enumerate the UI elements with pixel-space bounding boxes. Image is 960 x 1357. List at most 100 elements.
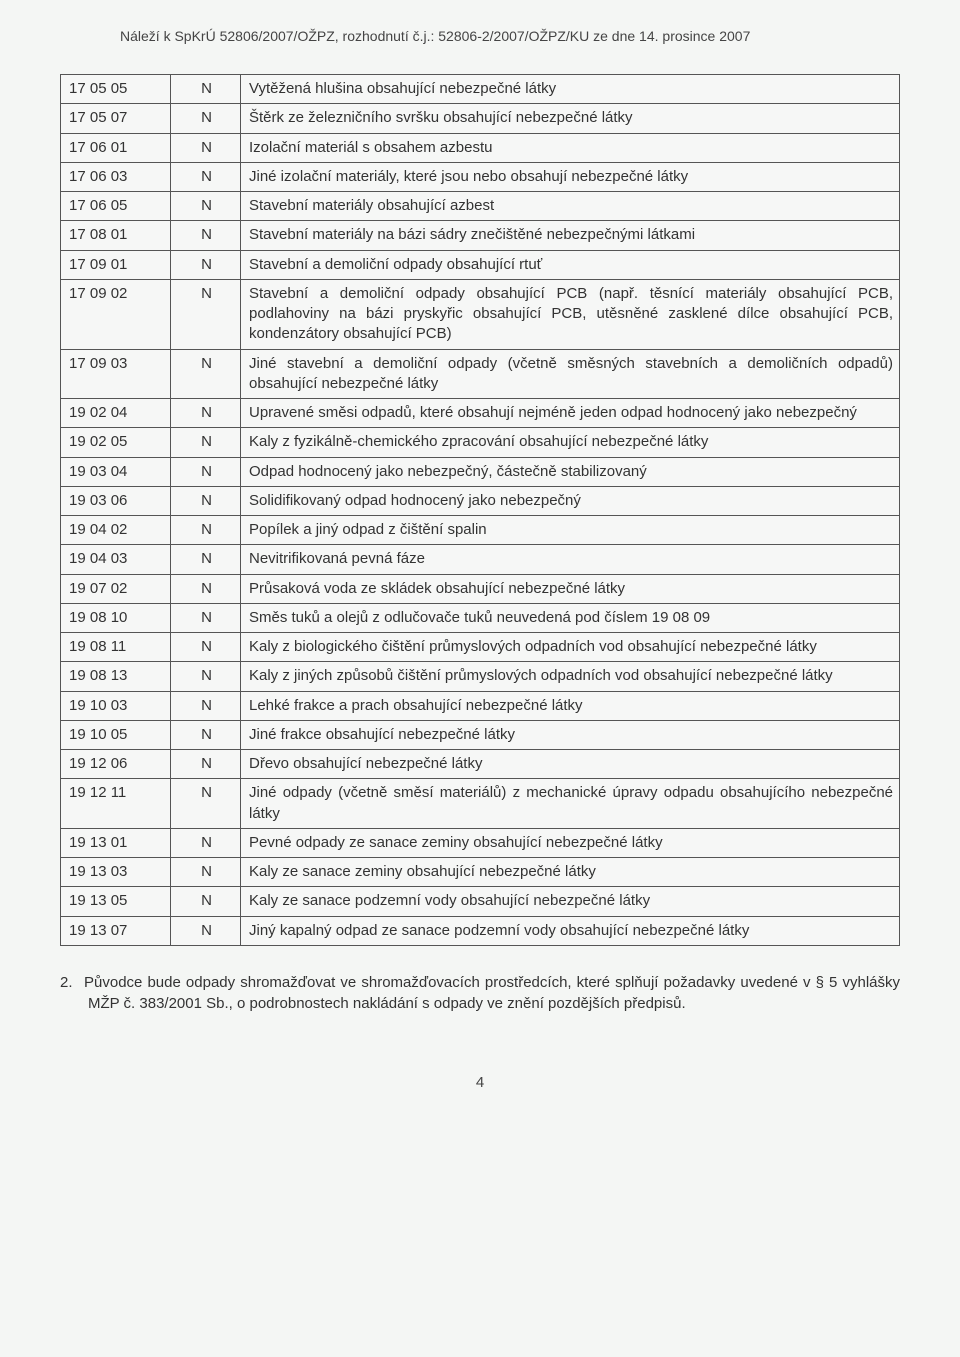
hazard-flag: N — [171, 133, 241, 162]
table-row: 17 09 01NStavební a demoliční odpady obs… — [61, 250, 900, 279]
waste-description: Jiné izolační materiály, které jsou nebo… — [241, 162, 900, 191]
waste-description: Kaly z jiných způsobů čištění průmyslový… — [241, 662, 900, 691]
hazard-flag: N — [171, 691, 241, 720]
table-row: 19 10 03NLehké frakce a prach obsahující… — [61, 691, 900, 720]
table-row: 17 05 07NŠtěrk ze železničního svršku ob… — [61, 104, 900, 133]
table-row: 19 08 11NKaly z biologického čištění prů… — [61, 633, 900, 662]
waste-description: Jiné stavební a demoliční odpady (včetně… — [241, 349, 900, 399]
table-row: 17 06 03NJiné izolační materiály, které … — [61, 162, 900, 191]
waste-description: Pevné odpady ze sanace zeminy obsahující… — [241, 828, 900, 857]
waste-description: Štěrk ze železničního svršku obsahující … — [241, 104, 900, 133]
waste-code: 17 08 01 — [61, 221, 171, 250]
hazard-flag: N — [171, 428, 241, 457]
waste-code: 19 13 05 — [61, 887, 171, 916]
waste-description: Solidifikovaný odpad hodnocený jako nebe… — [241, 486, 900, 515]
hazard-flag: N — [171, 545, 241, 574]
hazard-flag: N — [171, 399, 241, 428]
waste-code: 19 10 03 — [61, 691, 171, 720]
table-row: 19 12 11NJiné odpady (včetně směsí mater… — [61, 779, 900, 829]
hazard-flag: N — [171, 916, 241, 945]
waste-description: Nevitrifikovaná pevná fáze — [241, 545, 900, 574]
waste-description: Lehké frakce a prach obsahující nebezpeč… — [241, 691, 900, 720]
waste-description: Směs tuků a olejů z odlučovače tuků neuv… — [241, 603, 900, 632]
waste-code: 19 13 03 — [61, 858, 171, 887]
waste-code: 17 09 03 — [61, 349, 171, 399]
waste-code: 19 08 13 — [61, 662, 171, 691]
hazard-flag: N — [171, 603, 241, 632]
hazard-flag: N — [171, 250, 241, 279]
waste-code: 19 13 01 — [61, 828, 171, 857]
waste-description: Stavební a demoliční odpady obsahující r… — [241, 250, 900, 279]
table-row: 19 13 05NKaly ze sanace podzemní vody ob… — [61, 887, 900, 916]
waste-code: 17 06 01 — [61, 133, 171, 162]
hazard-flag: N — [171, 779, 241, 829]
hazard-flag: N — [171, 750, 241, 779]
hazard-flag: N — [171, 221, 241, 250]
hazard-flag: N — [171, 486, 241, 515]
waste-code: 19 08 10 — [61, 603, 171, 632]
hazard-flag: N — [171, 633, 241, 662]
waste-description: Jiný kapalný odpad ze sanace podzemní vo… — [241, 916, 900, 945]
table-row: 19 07 02NPrůsaková voda ze skládek obsah… — [61, 574, 900, 603]
hazard-flag: N — [171, 279, 241, 349]
waste-code: 17 09 02 — [61, 279, 171, 349]
table-row: 19 03 04NOdpad hodnocený jako nebezpečný… — [61, 457, 900, 486]
waste-description: Stavební materiály obsahující azbest — [241, 192, 900, 221]
waste-code: 19 12 06 — [61, 750, 171, 779]
table-row: 17 06 01NIzolační materiál s obsahem azb… — [61, 133, 900, 162]
paragraph-text: Původce bude odpady shromažďovat ve shro… — [84, 974, 900, 1012]
waste-code: 19 07 02 — [61, 574, 171, 603]
waste-code: 17 05 07 — [61, 104, 171, 133]
waste-description: Jiné odpady (včetně směsí materiálů) z m… — [241, 779, 900, 829]
page: Náleží k SpKrÚ 52806/2007/OŽPZ, rozhodnu… — [0, 0, 960, 1357]
waste-code: 19 03 06 — [61, 486, 171, 515]
table-row: 17 08 01NStavební materiály na bázi sádr… — [61, 221, 900, 250]
waste-code: 19 04 03 — [61, 545, 171, 574]
waste-code: 17 09 01 — [61, 250, 171, 279]
table-row: 19 13 03NKaly ze sanace zeminy obsahujíc… — [61, 858, 900, 887]
hazard-flag: N — [171, 720, 241, 749]
hazard-flag: N — [171, 457, 241, 486]
waste-code: 19 10 05 — [61, 720, 171, 749]
table-row: 19 08 10NSměs tuků a olejů z odlučovače … — [61, 603, 900, 632]
table-row: 19 10 05NJiné frakce obsahující nebezpeč… — [61, 720, 900, 749]
hazard-flag: N — [171, 162, 241, 191]
table-row: 17 09 03NJiné stavební a demoliční odpad… — [61, 349, 900, 399]
waste-description: Kaly z biologického čištění průmyslových… — [241, 633, 900, 662]
table-row: 19 13 07NJiný kapalný odpad ze sanace po… — [61, 916, 900, 945]
waste-description: Upravené směsi odpadů, které obsahují ne… — [241, 399, 900, 428]
waste-description: Popílek a jiný odpad z čištění spalin — [241, 516, 900, 545]
table-row: 19 02 05NKaly z fyzikálně-chemického zpr… — [61, 428, 900, 457]
waste-description: Stavební a demoliční odpady obsahující P… — [241, 279, 900, 349]
hazard-flag: N — [171, 192, 241, 221]
hazard-flag: N — [171, 574, 241, 603]
waste-description: Dřevo obsahující nebezpečné látky — [241, 750, 900, 779]
waste-code: 19 12 11 — [61, 779, 171, 829]
table-row: 19 12 06NDřevo obsahující nebezpečné lát… — [61, 750, 900, 779]
page-header: Náleží k SpKrÚ 52806/2007/OŽPZ, rozhodnu… — [60, 28, 900, 44]
table-row: 17 06 05NStavební materiály obsahující a… — [61, 192, 900, 221]
waste-description: Vytěžená hlušina obsahující nebezpečné l… — [241, 75, 900, 104]
waste-code: 17 06 05 — [61, 192, 171, 221]
waste-codes-table: 17 05 05NVytěžená hlušina obsahující neb… — [60, 74, 900, 946]
waste-code: 19 02 04 — [61, 399, 171, 428]
waste-code: 19 03 04 — [61, 457, 171, 486]
waste-description: Průsaková voda ze skládek obsahující neb… — [241, 574, 900, 603]
table-row: 17 09 02NStavební a demoliční odpady obs… — [61, 279, 900, 349]
hazard-flag: N — [171, 858, 241, 887]
waste-description: Jiné frakce obsahující nebezpečné látky — [241, 720, 900, 749]
waste-code: 17 06 03 — [61, 162, 171, 191]
waste-description: Odpad hodnocený jako nebezpečný, částečn… — [241, 457, 900, 486]
hazard-flag: N — [171, 662, 241, 691]
waste-description: Stavební materiály na bázi sádry znečišt… — [241, 221, 900, 250]
table-row: 19 04 02NPopílek a jiný odpad z čištění … — [61, 516, 900, 545]
table-row: 17 05 05NVytěžená hlušina obsahující neb… — [61, 75, 900, 104]
waste-description: Kaly ze sanace podzemní vody obsahující … — [241, 887, 900, 916]
waste-code: 19 13 07 — [61, 916, 171, 945]
hazard-flag: N — [171, 104, 241, 133]
hazard-flag: N — [171, 516, 241, 545]
table-row: 19 04 03NNevitrifikovaná pevná fáze — [61, 545, 900, 574]
waste-description: Kaly z fyzikálně-chemického zpracování o… — [241, 428, 900, 457]
hazard-flag: N — [171, 349, 241, 399]
waste-code: 19 02 05 — [61, 428, 171, 457]
